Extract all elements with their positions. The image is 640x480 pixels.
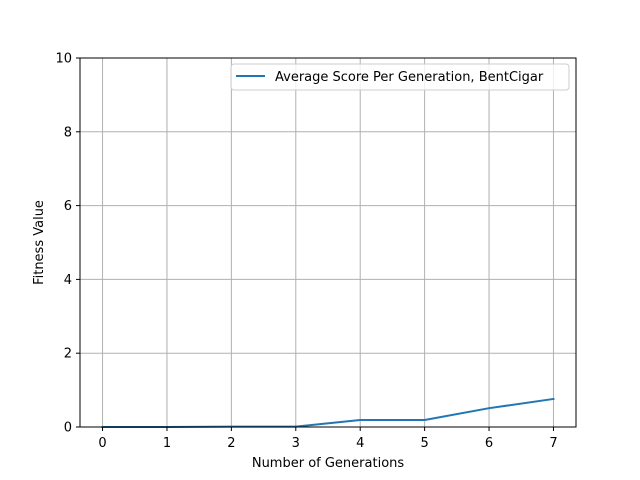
x-tick-label: 3: [292, 436, 300, 451]
y-tick-label: 2: [64, 347, 72, 362]
x-axis-label: Number of Generations: [252, 456, 405, 471]
x-tick-label: 4: [356, 436, 364, 451]
ticks: 0 1 2 3 4 5 6 7 0 2 4 6 8 10: [55, 52, 557, 452]
y-tick-label: 10: [55, 52, 72, 67]
x-tick-label: 5: [420, 436, 428, 451]
y-axis-label: Fitness Value: [32, 200, 47, 285]
data-point: [359, 418, 362, 421]
x-tick-label: 2: [227, 436, 235, 451]
x-tick-label: 7: [549, 436, 557, 451]
y-tick-label: 4: [64, 273, 72, 288]
data-point: [423, 418, 426, 421]
data-point: [488, 407, 491, 410]
legend-label: Average Score Per Generation, BentCigar: [275, 70, 544, 85]
x-tick-label: 1: [163, 436, 171, 451]
legend: Average Score Per Generation, BentCigar: [230, 63, 570, 91]
x-tick-label: 0: [98, 436, 106, 451]
y-tick-label: 6: [64, 199, 72, 214]
y-tick-label: 0: [64, 421, 72, 436]
legend-box: [230, 63, 570, 91]
data-point: [552, 397, 555, 400]
y-tick-label: 8: [64, 125, 72, 140]
plot-frame: [79, 57, 577, 428]
x-tick-label: 6: [485, 436, 493, 451]
